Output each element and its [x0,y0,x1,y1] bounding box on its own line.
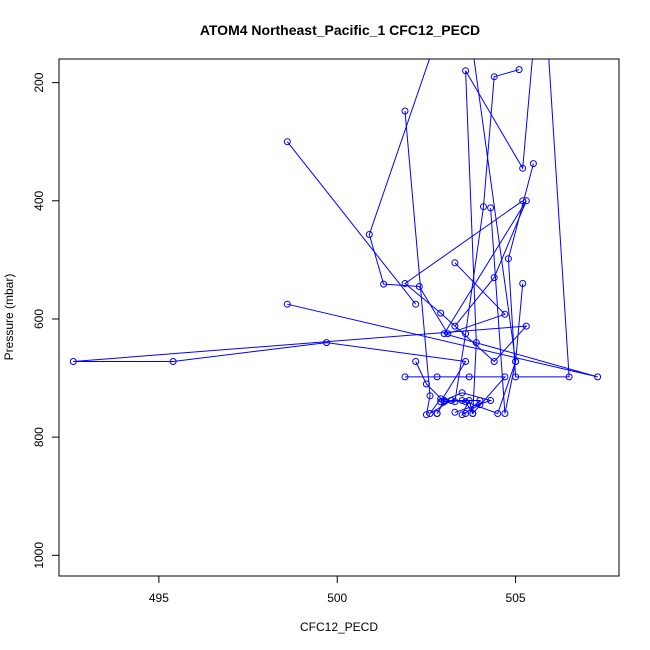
data-point [422,380,430,388]
x-tick-label: 495 [149,591,169,605]
data-point [529,160,537,168]
series-line [404,110,431,415]
data-point [458,389,466,397]
data-point [565,373,573,381]
data-point [462,410,470,417]
y-tick-label: 400 [32,190,46,210]
data-point [401,107,409,115]
series-line [405,376,507,415]
y-tick-label: 600 [32,309,46,329]
data-point [365,231,373,238]
x-tick-label: 505 [506,591,526,605]
data-point [380,280,388,288]
data-point [433,410,441,417]
data-point [412,358,420,365]
data-point [69,358,77,365]
data-point [458,397,466,404]
data-point [437,309,445,317]
data-point [440,397,448,404]
x-axis-label: CFC12_PECD [300,620,378,634]
series-line [287,200,598,378]
series-line [286,141,417,305]
data-point [494,410,502,417]
data-point [169,358,177,365]
data-point [480,203,487,211]
data-point [501,310,509,318]
data-point [444,330,452,338]
plot-area [69,38,602,419]
data-point [490,358,498,365]
data-point [451,398,459,406]
data-point [415,283,423,290]
data-point [501,410,509,417]
series-line [473,59,517,414]
chart-title: ATOM4 Northeast_Pacific_1 CFC12_PECD [200,22,480,38]
y-tick-label: 1000 [32,542,46,569]
data-point [462,67,470,75]
data-point [283,138,291,146]
data-point [519,280,527,287]
data-point [401,373,409,381]
data-point [512,358,520,365]
data-point [530,44,536,50]
y-axis-label: Pressure (mbar) [2,274,16,361]
data-point [426,392,434,400]
data-point [462,398,470,406]
data-point [412,300,420,308]
y-axis: 200 400 600 800 1000 [32,72,59,569]
series-line [436,392,493,414]
data-point [433,373,441,381]
data-point [490,73,498,81]
x-tick-label: 500 [327,591,347,605]
data-point [451,322,459,330]
data-point [462,358,470,365]
data-point [431,44,437,50]
series-line [507,59,570,378]
data-point [519,164,527,172]
data-point [451,408,459,416]
data-point [487,397,495,404]
y-tick-label: 800 [32,427,46,447]
data-point [490,274,498,282]
plot-frame [58,58,620,577]
data-point [470,47,476,53]
data-point [283,300,291,308]
data-point [487,204,495,212]
data-point [522,322,530,330]
data-point [469,410,477,417]
data-point [401,280,409,287]
data-point [522,197,530,205]
data-point [594,373,602,381]
series-line [429,69,520,414]
data-point [323,339,330,347]
data-point [504,255,512,263]
data-point [519,197,527,205]
series-line [73,200,528,402]
data-point [458,411,466,419]
data-point [515,66,523,74]
data-point [422,411,430,419]
data-point [451,259,459,267]
x-axis: 495 500 505 [149,576,526,605]
series-line [368,59,506,335]
data-point [545,38,551,44]
y-tick-label: 200 [32,72,46,92]
data-point [465,373,473,381]
data-point [440,330,448,338]
